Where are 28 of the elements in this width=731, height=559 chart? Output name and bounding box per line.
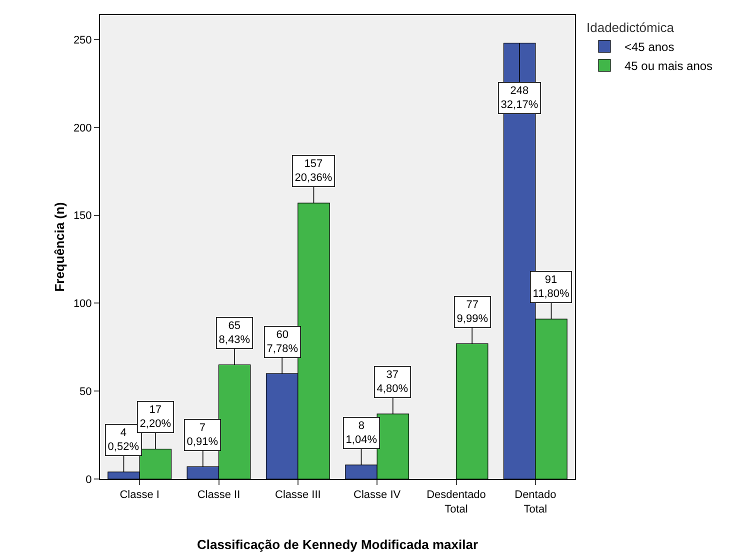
x-axis-title: Classificação de Kennedy Modificada maxilar <box>196 537 478 552</box>
data-label: 248 32,17% <box>500 84 538 112</box>
x-tick-label: Classe II <box>197 489 240 502</box>
x-tick-label: Classe III <box>274 489 321 502</box>
y-tick-label: 50 <box>80 386 92 398</box>
legend-label: 45 ou mais anos <box>624 59 713 74</box>
x-tick-label: Classe I <box>120 489 160 502</box>
data-label: 77 9,99% <box>456 298 488 326</box>
data-label: 4 0,52% <box>108 426 140 454</box>
legend-label: <45 anos <box>624 40 674 54</box>
data-label: 157 20,36% <box>294 158 332 184</box>
y-tick-label: 0 <box>86 474 92 486</box>
y-tick-label: 150 <box>73 210 92 222</box>
legend-title: Idadedictómica <box>586 20 675 35</box>
x-tick-label: Dentado Total <box>514 489 556 516</box>
data-label: 37 4,80% <box>376 368 408 396</box>
data-label: 60 7,78% <box>266 328 298 356</box>
y-tick-label: 200 <box>73 122 92 134</box>
y-axis-title: Frequência (n) <box>52 202 67 292</box>
x-tick-label: Classe IV <box>354 489 402 502</box>
data-label: 7 0,91% <box>186 422 218 448</box>
x-tick-label: Desdentado Total <box>426 489 486 516</box>
data-label: 17 2,20% <box>140 404 172 430</box>
y-tick-label: 250 <box>73 34 92 46</box>
data-label: 65 8,43% <box>218 320 250 346</box>
data-label: 8 1,04% <box>346 420 378 446</box>
data-label: 91 11,80% <box>532 274 570 300</box>
y-tick-label: 100 <box>73 298 92 310</box>
